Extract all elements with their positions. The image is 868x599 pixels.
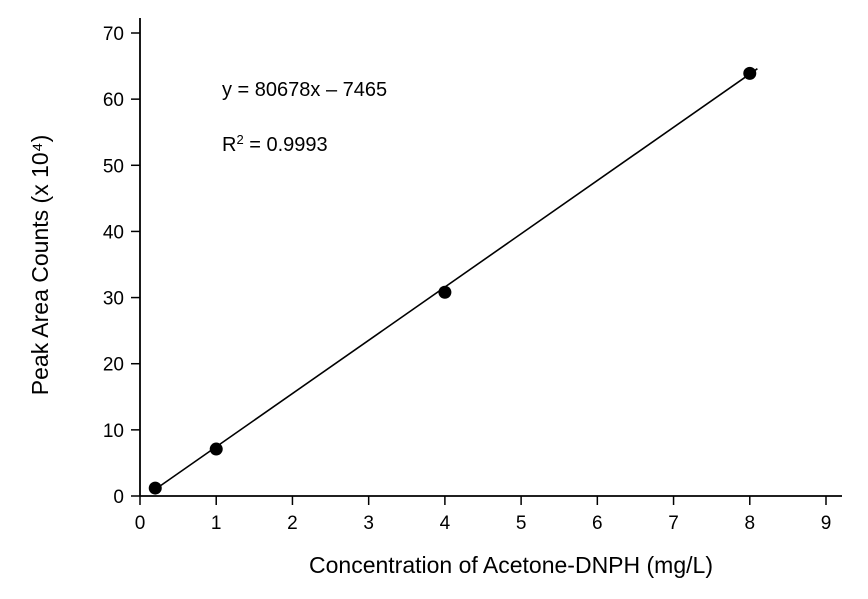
fit-equation: y = 80678x – 7465 [222, 79, 387, 101]
y-axis-label: Peak Area Counts (x 10⁴) [27, 135, 53, 395]
x-axis-label: Concentration of Acetone-DNPH (mg/L) [309, 552, 713, 578]
r-squared-value: = 0.9993 [244, 134, 328, 156]
x-tick-label: 5 [516, 513, 527, 534]
x-tick-label: 1 [211, 513, 222, 534]
y-tick-label: 0 [113, 487, 124, 508]
fit-line-group [154, 68, 758, 491]
x-tick-label: 8 [744, 513, 755, 534]
y-tick-label: 10 [103, 421, 124, 442]
x-tick-label: 0 [135, 513, 146, 534]
fit-line [154, 68, 758, 491]
y-tick-label: 50 [103, 156, 124, 177]
axes [139, 18, 842, 497]
x-tick-label: 2 [287, 513, 298, 534]
y-tick-label: 60 [103, 90, 124, 111]
r-squared-prefix: R [222, 134, 236, 156]
x-tick-label: 9 [821, 513, 832, 534]
data-point [148, 481, 162, 495]
y-tick-label: 40 [103, 222, 124, 243]
y-tick-label: 20 [103, 355, 124, 376]
data-point [438, 285, 452, 299]
data-point [743, 66, 757, 80]
data-points [148, 66, 757, 495]
x-tick-label: 3 [363, 513, 374, 534]
x-tick-label: 4 [440, 513, 451, 534]
r-squared-exponent: 2 [236, 132, 243, 147]
data-point [209, 442, 223, 456]
r-squared-annotation: R2 = 0.9993 [222, 132, 328, 157]
ticks: 0 1 2 3 4 5 6 7 8 9 0 10 20 30 40 50 60 70 [103, 24, 831, 534]
y-tick-label: 30 [103, 289, 124, 310]
x-tick-label: 6 [592, 513, 603, 534]
y-tick-label: 70 [103, 24, 124, 45]
x-tick-label: 7 [668, 513, 679, 534]
